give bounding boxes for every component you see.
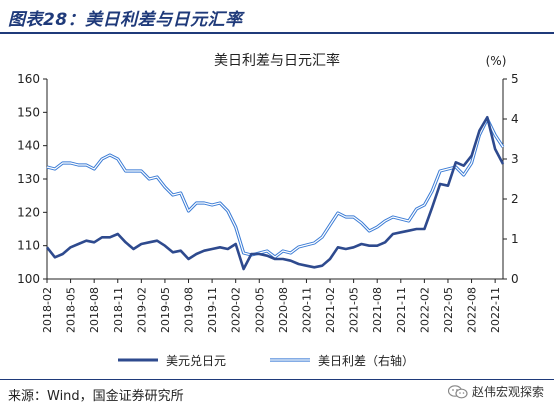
legend-label-spread: 美日利差（右轴） [318, 353, 414, 368]
left-tick-label: 160 [17, 72, 40, 86]
right-tick-label: 2 [511, 192, 519, 206]
x-tick-label: 2019-02 [135, 287, 148, 333]
x-tick-label: 2019-05 [159, 287, 172, 333]
figure-header: 图表28：美日利差与日元汇率 [0, 0, 554, 34]
x-tick-label: 2018-11 [112, 287, 125, 333]
left-tick-label: 100 [17, 272, 40, 286]
x-tick-label: 2018-05 [65, 287, 78, 333]
wechat-icon [447, 384, 468, 398]
x-tick-label: 2022-11 [489, 287, 502, 333]
legend-label-usdjpy: 美元兑日元 [166, 354, 226, 368]
x-tick-label: 2022-05 [442, 287, 455, 333]
x-tick-label: 2019-11 [206, 287, 219, 333]
x-tick-label: 2022-08 [466, 287, 479, 333]
x-tick-label: 2020-08 [277, 287, 290, 333]
x-tick-label: 2021-02 [324, 287, 337, 333]
left-tick-label: 150 [17, 105, 40, 119]
left-tick-label: 140 [17, 139, 40, 153]
usdjpy-line [45, 116, 505, 271]
right-tick-label: 4 [511, 112, 519, 126]
left-tick-label: 130 [17, 172, 40, 186]
x-tick-label: 2021-08 [371, 287, 384, 333]
chart-title: 美日利差与日元汇率 [214, 52, 340, 69]
right-tick-label: 0 [511, 272, 519, 286]
x-tick-label: 2020-02 [230, 287, 243, 333]
watermark: 赵伟宏观探索 [447, 383, 544, 400]
chart: 美日利差与日元汇率 (%) 100 110 120 130 140 150 160 0 1 2 3 4 5 2… [17, 52, 519, 368]
x-tick-label: 2022-02 [418, 287, 431, 333]
spread-line-inner [46, 118, 504, 258]
left-tick-label: 120 [17, 205, 40, 219]
x-tick-label: 2018-08 [88, 287, 101, 333]
source-note: 来源：Wind，国金证券研究所 [8, 389, 184, 404]
figure-title: 图表28：美日利差与日元汇率 [8, 10, 243, 30]
header-rule [0, 32, 554, 34]
x-tick-label: 2020-11 [300, 287, 313, 333]
left-tick-label: 110 [17, 239, 40, 253]
right-tick-label: 5 [511, 72, 519, 86]
x-tick-label: 2018-02 [41, 287, 54, 333]
x-tick-label: 2019-08 [183, 287, 196, 333]
right-tick-label: 3 [511, 152, 519, 166]
x-tick-label: 2021-05 [348, 287, 361, 333]
watermark-text: 赵伟宏观探索 [471, 385, 544, 399]
x-tick-label: 2021-11 [395, 287, 408, 333]
right-axis-unit: (%) [486, 54, 507, 68]
right-tick-label: 1 [511, 232, 519, 246]
footer-rule [0, 379, 554, 380]
x-tick-label: 2020-05 [253, 287, 266, 333]
